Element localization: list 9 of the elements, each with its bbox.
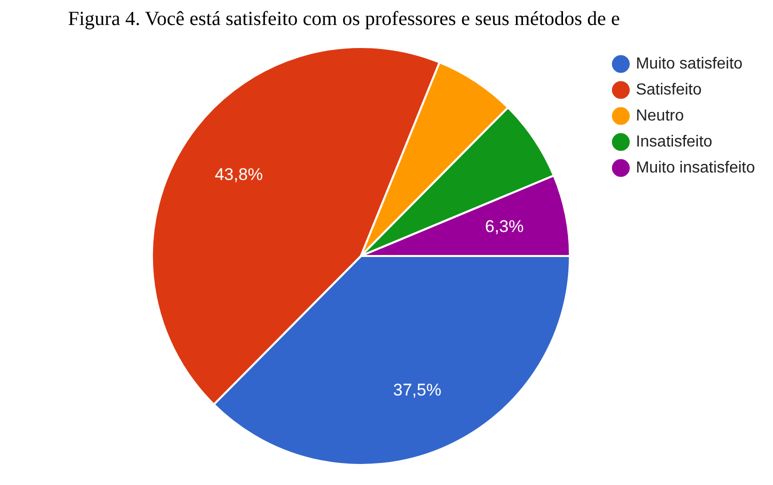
chart-title: Figura 4. Você está satisfeito com os professores e seus métodos de e <box>67 8 621 32</box>
legend-label: Muito satisfeito <box>636 55 743 72</box>
legend-label: Satisfeito <box>636 81 702 98</box>
data-label: 6,3% <box>485 216 524 236</box>
legend-label: Neutro <box>636 107 684 124</box>
legend-label: Insatisfeito <box>636 133 712 150</box>
data-label: 37,5% <box>393 380 442 400</box>
legend-label: Muito insatisfeito <box>636 159 756 176</box>
data-label: 43,8% <box>214 165 263 184</box>
